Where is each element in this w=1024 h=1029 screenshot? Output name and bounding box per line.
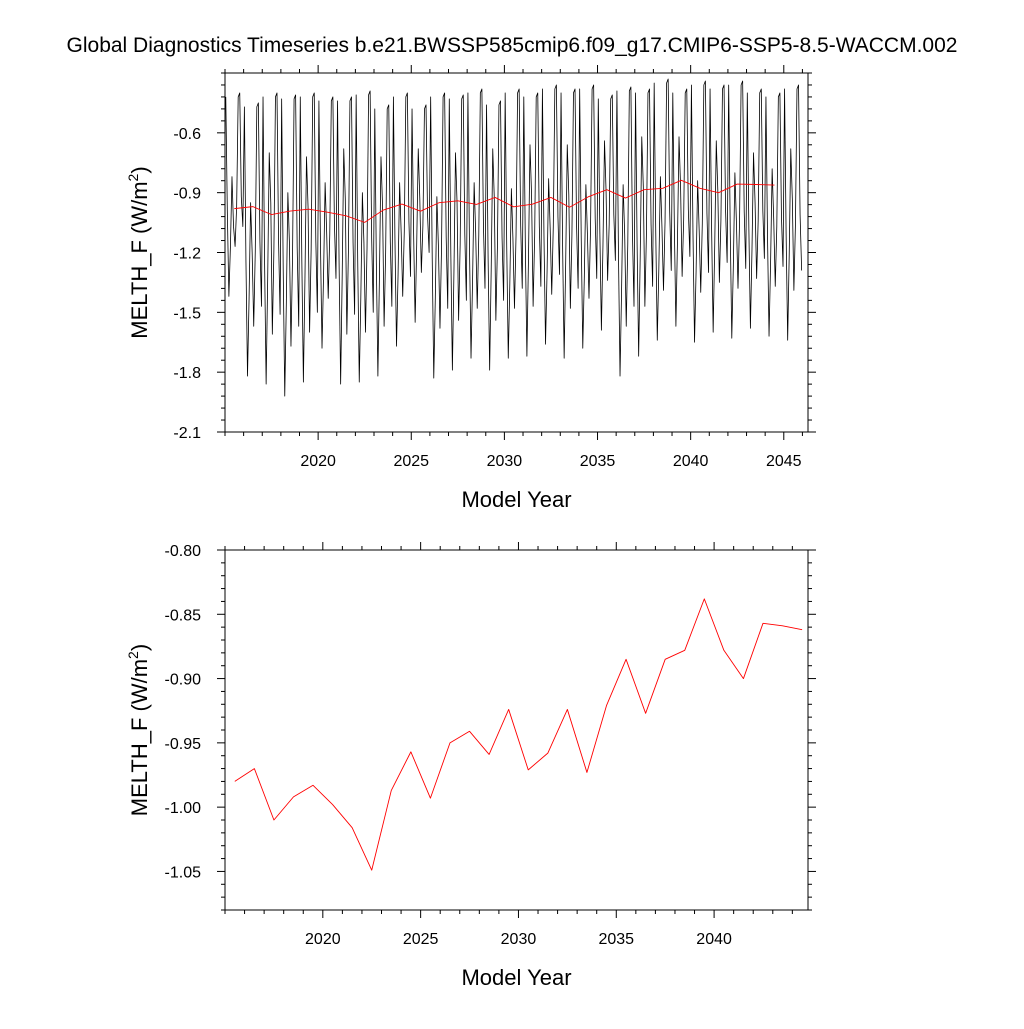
y-tick-label: -1.05: [165, 864, 202, 881]
series-line-annual: [234, 598, 803, 871]
y-tick-label: -0.90: [165, 672, 202, 689]
y-tick-label: -1.00: [165, 800, 202, 817]
x-tick-label: 2035: [598, 931, 634, 948]
chart-panel-1: 2020 2025 2030 2035 2040 2045 -2.1 -1.8 -1.5 -1.2…: [125, 65, 816, 512]
x-tick-label: 2040: [673, 453, 709, 470]
y-tick-label: -0.95: [165, 736, 202, 753]
y-axis-label-sup: 2: [125, 173, 141, 181]
series-line-annual: [234, 179, 775, 223]
x-axis-label: Model Year: [461, 965, 571, 990]
plot-frame: [224, 549, 809, 911]
x-tick-label: 2020: [305, 931, 341, 948]
x-tick-label: 2035: [580, 453, 616, 470]
series-group: [234, 598, 803, 871]
y-axis-label: MELTH_F (W/m2): [125, 644, 152, 816]
y-tick-label: -0.9: [173, 186, 201, 203]
series-group: [225, 78, 803, 397]
x-tick-label: 2020: [300, 453, 336, 470]
y-axis-label-sup: 2: [125, 651, 141, 659]
y-tick-label: -0.85: [165, 607, 202, 624]
y-tick-label: -0.80: [165, 543, 202, 560]
x-tick-label: 2045: [766, 453, 802, 470]
y-axis-label-close: ): [127, 644, 152, 651]
y-axis-label: MELTH_F (W/m2): [125, 166, 152, 338]
y-tick-label: -0.6: [173, 126, 201, 143]
y-axis-label-main: MELTH_F (W/m: [127, 181, 152, 338]
x-axis-label: Model Year: [461, 487, 571, 512]
y-axis-label-main: MELTH_F (W/m: [127, 659, 152, 816]
x-tick-label: 2025: [393, 453, 429, 470]
y-axis-label-close: ): [127, 166, 152, 173]
y-tick-label: -1.2: [173, 246, 201, 263]
x-tick-label: 2030: [501, 931, 537, 948]
x-tick-label: 2040: [696, 931, 732, 948]
y-tick-label: -2.1: [173, 425, 201, 442]
x-tick-label: 2030: [487, 453, 523, 470]
x-tick-label: 2025: [403, 931, 439, 948]
series-line-monthly: [225, 78, 803, 397]
y-tick-label: -1.5: [173, 305, 201, 322]
page-title: Global Diagnostics Timeseries b.e21.BWSS…: [66, 34, 958, 57]
y-tick-label: -1.8: [173, 365, 201, 382]
chart-panel-2: 2020 2025 2030 2035 2040 -1.05 -1.00 -0.95 -0.90…: [125, 542, 816, 990]
